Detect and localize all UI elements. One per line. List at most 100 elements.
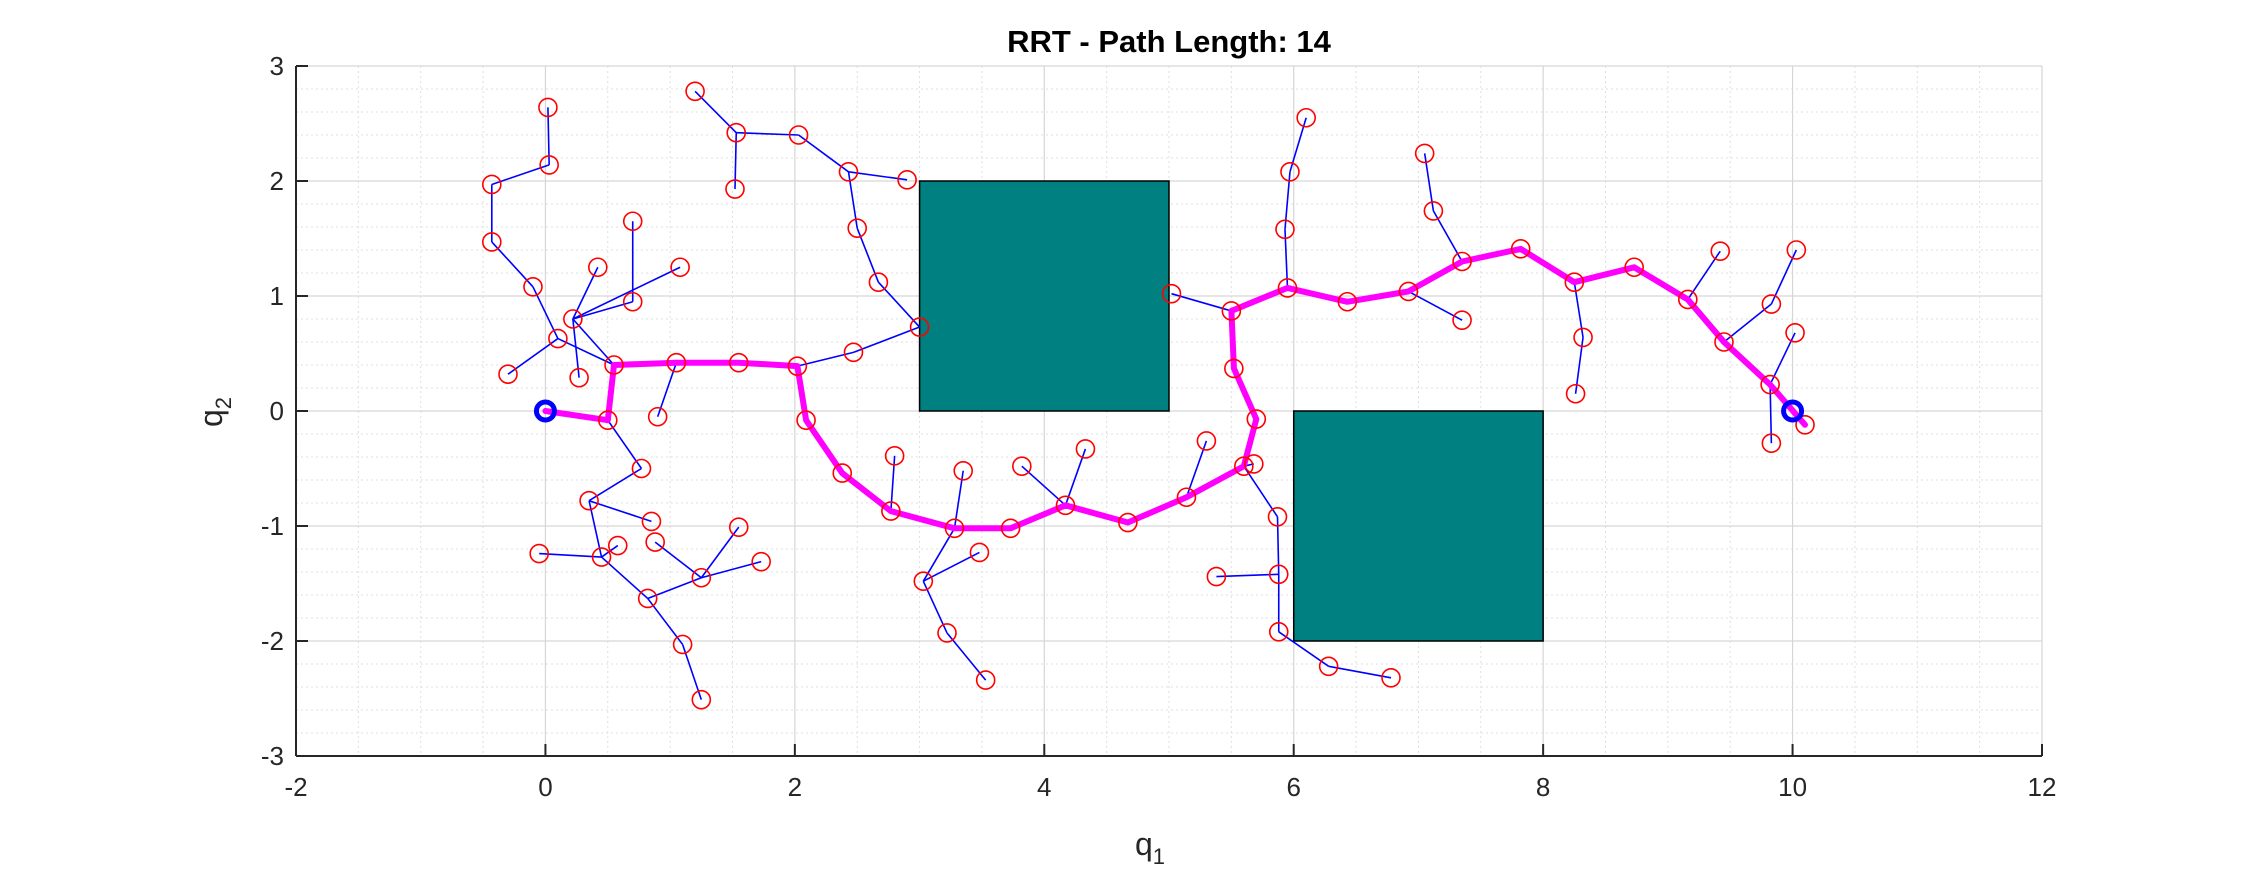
tree-edge [1278,631,1330,667]
tree-node [1423,201,1444,221]
tree-node [1296,107,1316,128]
tree-node [1573,327,1593,348]
tree-node [1118,512,1138,533]
x-tick-label: 12 [2028,772,2057,802]
tree-edge [1216,573,1279,578]
tree-node [868,272,889,293]
tree-node [1785,322,1805,343]
tree-node [529,543,549,564]
tree-node [641,511,662,532]
tree-node [563,309,583,329]
tree-node [843,342,864,363]
tree-node [1414,143,1435,164]
tree-node [1012,456,1032,477]
tree-node [1452,310,1472,330]
tree-edge [1770,249,1798,305]
tree-node [1224,358,1244,379]
tree-node [622,291,643,312]
path-line [542,245,1808,532]
y-tick-label: -3 [261,741,284,771]
tree-node [666,352,687,373]
tree-node [591,547,612,567]
tree-node [1268,621,1289,642]
tree-node [604,355,624,375]
tree-node [588,257,608,278]
tree-node [1624,257,1644,278]
tree-edge [539,552,602,558]
tree-node [1337,291,1358,312]
tree-node [1234,456,1254,477]
obstacles [918,180,1544,642]
tree-node [796,410,816,431]
tree-node [670,257,690,278]
tree-node [1710,241,1731,261]
tree-node [631,458,652,479]
tree-node [482,174,502,195]
tree-node [1795,414,1815,435]
tree-node [691,567,712,588]
tree-node [944,518,965,539]
x-tick-label: 10 [1778,772,1807,802]
tree-node [1452,251,1472,272]
tree-edge [946,632,987,681]
tree-edge [491,164,550,186]
obstacle-1 [918,180,1170,412]
y-tick-label: 2 [270,166,284,196]
goal-marker [1781,399,1805,423]
tree-edge [1243,465,1279,518]
tree-node [1055,495,1076,516]
tree-node [1196,431,1217,451]
start-marker [533,399,557,423]
tree-edge [1171,292,1232,312]
tree-nodes [482,81,1815,710]
y-tick-label: -1 [261,511,284,541]
tree-node [953,460,974,481]
tree-node [838,162,859,182]
x-tick-label: 8 [1536,772,1550,802]
tree-edge [601,556,649,600]
tree-node [1786,240,1807,260]
tree-node [1280,162,1300,182]
y-tick-label: -2 [261,626,284,656]
tree-edge [1328,665,1392,679]
tree-node [548,328,568,349]
tree-node [622,211,643,232]
tree-node [597,410,618,431]
tree-node [975,670,996,690]
tree-node [788,125,809,145]
x-tick-label: 0 [538,772,552,802]
obstacle-2 [1292,410,1544,642]
x-axis-label: q1 [1135,826,1165,869]
tree-edge [701,560,762,579]
tree-node [969,542,990,563]
tree-node [691,689,712,710]
tree-edge [557,337,615,366]
tree-node [539,155,559,175]
x-tick-label: 4 [1037,772,1051,802]
tree-node [1565,383,1586,404]
tree-edge [736,131,799,136]
tree-node [498,364,518,385]
tree-node [523,276,543,297]
tree-node [1760,374,1780,395]
tree-node [832,463,853,483]
tree-edge [853,326,920,354]
tree-node [1000,518,1021,539]
tree-edge [572,318,580,378]
tree-node [645,532,665,552]
tree-node [1761,294,1782,314]
tree-node [726,122,747,143]
tree-node [897,170,917,190]
tree-node [847,218,868,238]
tree-edge [601,544,619,558]
tree-node [607,535,628,556]
tree-node [787,356,808,376]
tree-edge [572,266,681,320]
tree-edge [491,241,534,288]
tree-node [909,317,930,337]
tree-node [728,517,749,537]
tree-node [1221,301,1242,321]
